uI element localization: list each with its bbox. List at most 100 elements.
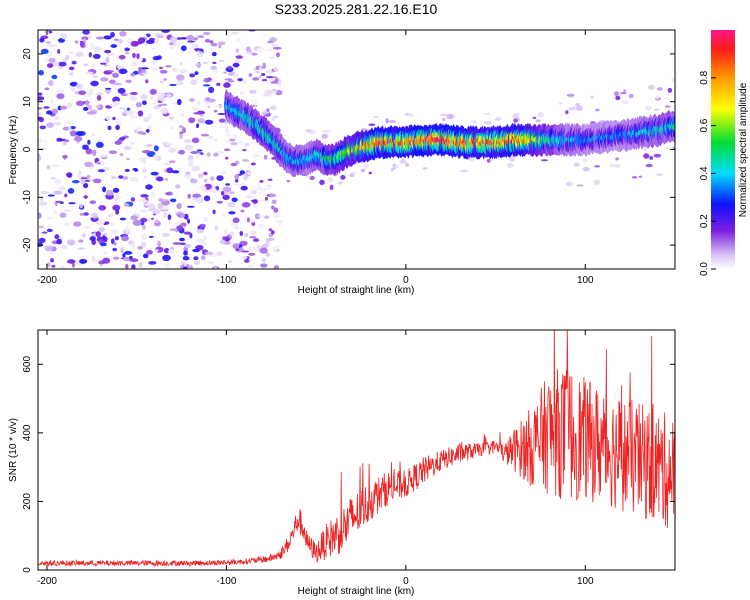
noise-cell bbox=[176, 203, 182, 209]
noise-cell bbox=[112, 204, 121, 211]
noise-cell bbox=[73, 221, 82, 227]
noise-cell bbox=[66, 172, 73, 178]
noise-cell bbox=[172, 67, 179, 72]
noise-cell bbox=[235, 248, 240, 251]
noise-cell bbox=[340, 175, 346, 180]
noise-cell bbox=[216, 175, 224, 182]
noise-cell bbox=[615, 95, 621, 101]
noise-cell bbox=[180, 45, 187, 51]
noise-cell bbox=[49, 251, 54, 256]
noise-cell bbox=[195, 245, 204, 250]
noise-cell bbox=[131, 61, 138, 67]
noise-cell bbox=[241, 202, 251, 208]
noise-cell bbox=[363, 163, 369, 169]
noise-cell bbox=[654, 96, 660, 100]
noise-cell bbox=[56, 93, 65, 100]
noise-cell bbox=[535, 119, 541, 123]
noise-cell bbox=[262, 62, 267, 69]
noise-cell bbox=[44, 140, 48, 143]
noise-cell bbox=[168, 116, 175, 120]
noise-cell bbox=[112, 72, 119, 79]
noise-cell bbox=[130, 72, 136, 77]
y-tick-label: 200 bbox=[22, 493, 33, 510]
noise-cell bbox=[189, 73, 196, 78]
noise-cell bbox=[252, 205, 259, 209]
noise-cell bbox=[137, 37, 146, 44]
noise-cell bbox=[255, 70, 261, 74]
noise-cell bbox=[89, 42, 94, 49]
noise-cell bbox=[163, 263, 170, 269]
noise-cell bbox=[202, 31, 211, 36]
noise-cell bbox=[270, 81, 279, 84]
noise-cell bbox=[138, 262, 143, 268]
noise-cell bbox=[141, 233, 147, 241]
noise-cell bbox=[638, 175, 642, 178]
y-tick-label: -20 bbox=[22, 237, 33, 252]
noise-cell bbox=[167, 214, 172, 221]
noise-cell bbox=[248, 252, 256, 256]
noise-cell bbox=[319, 179, 325, 185]
noise-cell bbox=[69, 130, 77, 137]
noise-cell bbox=[399, 158, 407, 164]
figure-title: S233.2025.281.22.16.E10 bbox=[275, 1, 438, 17]
noise-cell bbox=[391, 164, 400, 169]
noise-cell bbox=[179, 133, 183, 140]
snr-plot: -200 -100 0 100 0 200 400 600 Height of straig… bbox=[8, 329, 676, 597]
noise-cell bbox=[210, 176, 215, 182]
noise-cell bbox=[372, 115, 379, 118]
noise-cell bbox=[222, 186, 232, 192]
noise-cell bbox=[183, 261, 188, 267]
noise-cell bbox=[617, 92, 623, 96]
noise-cell bbox=[71, 86, 75, 92]
noise-cell bbox=[80, 177, 88, 180]
noise-cell bbox=[268, 228, 273, 232]
noise-cell bbox=[258, 223, 264, 228]
noise-cell bbox=[169, 46, 175, 50]
noise-cell bbox=[242, 159, 249, 162]
noise-cell bbox=[142, 150, 151, 154]
noise-cell bbox=[632, 176, 637, 179]
noise-cell bbox=[664, 147, 671, 150]
noise-cell bbox=[110, 44, 118, 48]
noise-cell bbox=[277, 85, 282, 88]
spectrogram-y-ticks: -20 -10 0 10 20 bbox=[22, 48, 675, 252]
noise-cell bbox=[179, 213, 185, 218]
noise-cell bbox=[143, 43, 150, 46]
noise-cell bbox=[79, 258, 88, 264]
noise-cell bbox=[273, 265, 280, 269]
noise-cell bbox=[232, 217, 240, 224]
noise-cell bbox=[38, 112, 41, 116]
noise-cell bbox=[486, 158, 491, 163]
noise-cell bbox=[164, 178, 169, 181]
noise-cell bbox=[460, 169, 469, 173]
noise-cell bbox=[85, 148, 93, 155]
noise-cell bbox=[60, 33, 68, 40]
noise-cell bbox=[120, 248, 124, 254]
noise-cell bbox=[136, 53, 140, 59]
noise-cell bbox=[90, 80, 99, 87]
noise-cell bbox=[46, 110, 53, 115]
noise-cell bbox=[200, 255, 206, 261]
noise-cell bbox=[271, 230, 275, 235]
noise-cell bbox=[148, 113, 152, 120]
noise-cell bbox=[239, 170, 245, 175]
noise-cell bbox=[260, 199, 265, 202]
noise-cell bbox=[305, 175, 312, 178]
noise-cell bbox=[568, 107, 574, 111]
noise-cell bbox=[594, 165, 601, 168]
y-tick-label: 10 bbox=[22, 96, 33, 108]
noise-cell bbox=[212, 209, 216, 215]
noise-cell bbox=[265, 252, 271, 257]
noise-cell bbox=[249, 236, 257, 239]
noise-cell bbox=[157, 240, 161, 247]
noise-cell bbox=[135, 57, 144, 62]
noise-cell bbox=[263, 215, 270, 219]
noise-cell bbox=[230, 31, 240, 35]
noise-cell bbox=[216, 200, 224, 204]
noise-cell bbox=[145, 184, 153, 190]
noise-cell bbox=[66, 102, 73, 109]
noise-cell bbox=[532, 116, 537, 119]
noise-cell bbox=[138, 156, 147, 163]
noise-cell bbox=[162, 254, 171, 262]
